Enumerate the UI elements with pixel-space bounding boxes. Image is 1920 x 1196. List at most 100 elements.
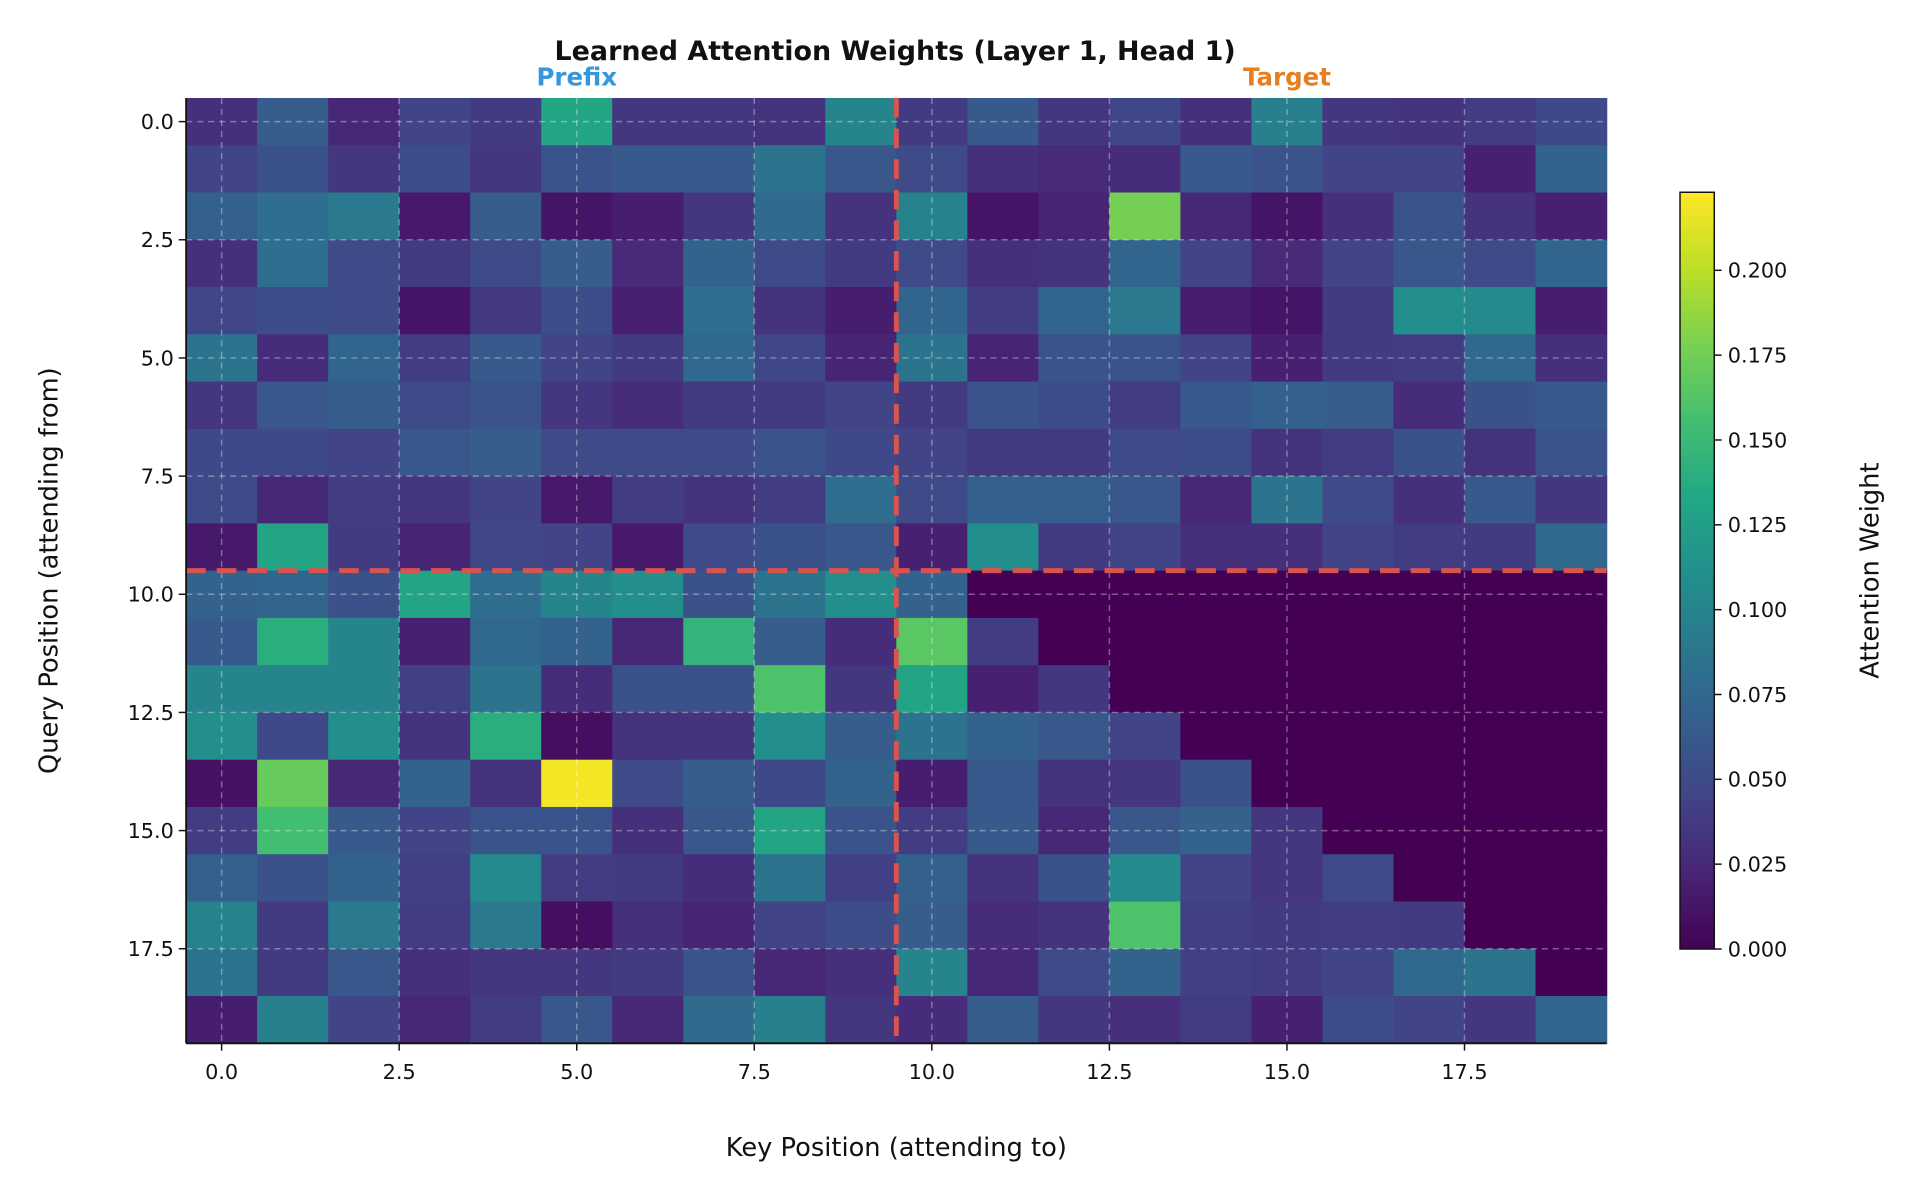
heatmap-cell-r1-c8 [754,145,827,194]
heatmap-cell-r1-c14 [1180,145,1253,194]
heatmap-cell-r16-c13 [1109,854,1182,903]
heatmap-cell-r4-c12 [1038,287,1111,336]
heatmap-cell-r10-c18 [1464,570,1537,619]
heatmap-cell-r8-c12 [1038,476,1111,525]
heatmap-cell-r8-c18 [1464,476,1537,525]
heatmap-cell-r3-c14 [1180,239,1253,288]
heatmap-cell-r6-c4 [470,381,542,430]
heatmap-cell-r11-c4 [470,617,542,666]
heatmap-cell-r11-c16 [1322,617,1395,666]
heatmap-cells [186,97,1608,1045]
heatmap-cell-r4-c5 [541,287,613,336]
heatmap-cell-r0-c4 [470,97,542,146]
heatmap-cell-r12-c2 [328,665,400,714]
heatmap-cell-r17-c1 [257,901,329,950]
heatmap-cell-r15-c13 [1109,806,1182,855]
heatmap-cell-r17-c5 [541,901,613,950]
heatmap-cell-r0-c2 [328,97,400,146]
heatmap-cell-r14-c8 [754,759,827,808]
heatmap-cell-r19-c7 [683,996,756,1045]
heatmap-cell-r15-c3 [399,806,471,855]
heatmap-cell-r18-c15 [1251,948,1324,997]
x-axis-label: Key Position (attending to) [726,1133,1067,1163]
heatmap-cell-r16-c5 [541,854,613,903]
heatmap-cell-r8-c4 [470,476,542,525]
heatmap-cell-r14-c3 [399,759,471,808]
heatmap-cell-r14-c7 [683,759,756,808]
heatmap-cell-r3-c2 [328,239,400,288]
heatmap-cell-r2-c2 [328,192,400,241]
colorbar-tick-label: 0.000 [1728,937,1788,961]
heatmap-cell-r18-c19 [1535,948,1608,997]
heatmap-cell-r19-c13 [1109,996,1182,1045]
heatmap-cell-r19-c19 [1535,996,1608,1045]
heatmap-cell-r16-c19 [1535,854,1608,903]
heatmap-cell-r16-c0 [186,854,258,903]
heatmap-cell-r12-c13 [1109,665,1182,714]
y-tick-label: 17.5 [128,937,174,961]
heatmap-cell-r4-c6 [612,287,684,336]
heatmap-cell-r0-c3 [399,97,471,146]
heatmap-cell-r19-c11 [967,996,1040,1045]
heatmap-cell-r3-c18 [1464,239,1537,288]
heatmap-cell-r6-c12 [1038,381,1111,430]
heatmap-cell-r18-c3 [399,948,471,997]
heatmap-cell-r3-c15 [1251,239,1324,288]
heatmap-cell-r2-c15 [1251,192,1324,241]
heatmap-cell-r8-c0 [186,476,258,525]
heatmap-cell-r14-c5 [541,759,613,808]
heatmap-cell-r10-c10 [896,570,969,619]
heatmap-cell-r12-c7 [683,665,756,714]
heatmap-cell-r15-c12 [1038,806,1111,855]
heatmap-cell-r6-c14 [1180,381,1253,430]
heatmap-cell-r11-c9 [825,617,898,666]
heatmap-cell-r1-c3 [399,145,471,194]
heatmap-cell-r16-c4 [470,854,542,903]
heatmap-cell-r1-c15 [1251,145,1324,194]
heatmap-cell-r9-c11 [967,523,1040,572]
heatmap-cell-r19-c2 [328,996,400,1045]
heatmap-cell-r6-c1 [257,381,329,430]
heatmap-cell-r2-c13 [1109,192,1182,241]
heatmap-cell-r2-c17 [1393,192,1466,241]
heatmap-cell-r17-c7 [683,901,756,950]
heatmap-cell-r0-c7 [683,97,756,146]
heatmap-cell-r4-c1 [257,287,329,336]
heatmap-cell-r11-c19 [1535,617,1608,666]
heatmap-cell-r15-c7 [683,806,756,855]
heatmap-cell-r9-c4 [470,523,542,572]
heatmap-cell-r18-c9 [825,948,898,997]
heatmap-cell-r19-c6 [612,996,684,1045]
heatmap-cell-r3-c7 [683,239,756,288]
colorbar-tick-label: 0.150 [1728,428,1788,452]
heatmap-cell-r2-c3 [399,192,471,241]
heatmap-cell-r3-c1 [257,239,329,288]
heatmap-cell-r4-c19 [1535,287,1608,336]
heatmap-cell-r19-c5 [541,996,613,1045]
heatmap-cell-r17-c10 [896,901,969,950]
heatmap-cell-r18-c18 [1464,948,1537,997]
heatmap-cell-r19-c16 [1322,996,1395,1045]
heatmap-cell-r8-c16 [1322,476,1395,525]
heatmap-cell-r0-c17 [1393,97,1466,146]
heatmap-cell-r2-c9 [825,192,898,241]
heatmap-cell-r11-c2 [328,617,400,666]
heatmap-cell-r19-c1 [257,996,329,1045]
target-region-label: Target [1243,63,1331,92]
heatmap-cell-r11-c13 [1109,617,1182,666]
heatmap-cell-r0-c9 [825,97,898,146]
y-tick-label: 10.0 [128,583,174,607]
heatmap-cell-r3-c13 [1109,239,1182,288]
heatmap-cell-r9-c14 [1180,523,1253,572]
heatmap-cell-r6-c16 [1322,381,1395,430]
heatmap-cell-r12-c12 [1038,665,1111,714]
heatmap-cell-r17-c19 [1535,901,1608,950]
heatmap-cell-r10-c8 [754,570,827,619]
heatmap-cell-r7-c9 [825,428,898,477]
heatmap-cell-r4-c18 [1464,287,1537,336]
heatmap-cell-r3-c8 [754,239,827,288]
x-tick-label: 17.5 [1441,1060,1487,1084]
colorbar-tick-label: 0.200 [1728,259,1788,283]
heatmap-cell-r3-c6 [612,239,684,288]
heatmap-cell-r7-c12 [1038,428,1111,477]
